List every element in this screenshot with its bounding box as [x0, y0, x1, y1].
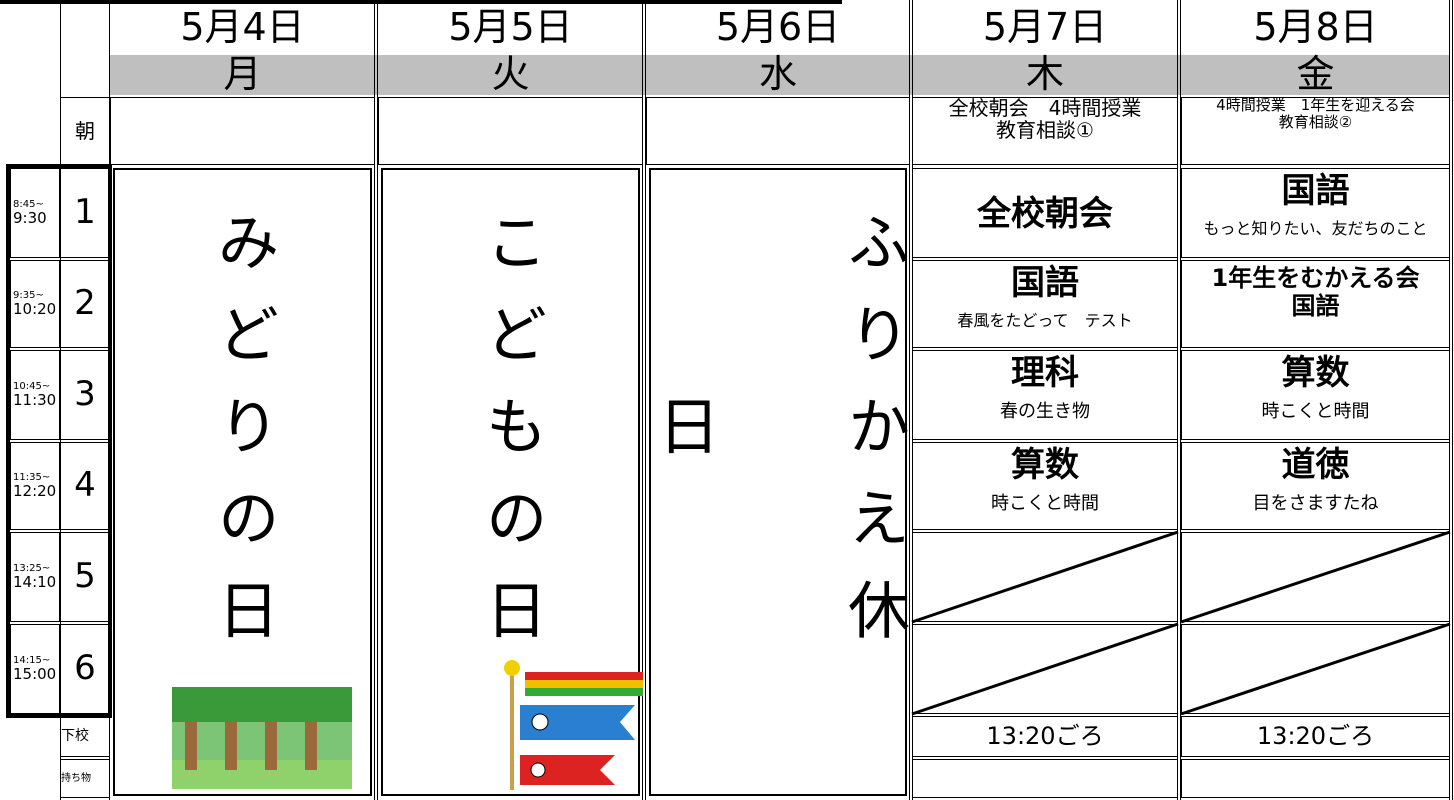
- lesson-subject: 算数: [1281, 353, 1350, 393]
- end-time: 10:20: [13, 300, 57, 319]
- lesson-subject: 算数: [1011, 445, 1079, 485]
- period-number: 4: [60, 442, 110, 530]
- lesson-cell: 国語もっと知りたい、友だちのこと: [1181, 168, 1450, 258]
- period-time: 14:15~ 15:00: [10, 624, 60, 714]
- end-time: 15:00: [13, 665, 57, 684]
- period-time: 8:45~ 9:30: [10, 168, 60, 258]
- day-date: 5月6日: [715, 5, 841, 49]
- lesson-cell: 全校朝会: [912, 168, 1178, 258]
- lesson-note: もっと知りたい、友だちのこと: [1203, 219, 1428, 239]
- lesson-subject: 国語: [1281, 171, 1350, 211]
- top-bar: [0, 0, 842, 4]
- holiday-box: [649, 168, 907, 796]
- morning-line: 教育相談②: [1278, 112, 1353, 131]
- morning-label: 朝: [60, 97, 110, 165]
- morning-cell: [646, 97, 910, 165]
- lesson-subject: 国語: [1011, 263, 1079, 303]
- morning-line: 教育相談①: [996, 118, 1094, 142]
- column-border: [642, 0, 646, 800]
- holiday-vertical: みどりの日: [206, 210, 280, 670]
- lesson-cell: [912, 532, 1178, 622]
- lesson-cell: 算数 時こくと時間: [1181, 350, 1450, 440]
- lesson-note: 春の生き物: [1000, 401, 1090, 423]
- lesson-subject: 1年生をむかえる会: [1211, 264, 1420, 292]
- lesson-note: 目をさますたね: [1252, 493, 1379, 515]
- morning-cell: [912, 97, 1178, 165]
- day-date: 5月7日: [982, 5, 1108, 49]
- lesson-cell: [912, 624, 1178, 714]
- weekday: 水: [758, 52, 797, 96]
- period-number: 2: [60, 260, 110, 348]
- lesson-note: 国語: [1291, 292, 1340, 321]
- weekday: 金: [1296, 52, 1335, 96]
- belongings-label: 持ち物: [60, 759, 110, 798]
- morning-cell: [1181, 97, 1450, 165]
- holiday-vertical: こどもの日: [474, 210, 548, 670]
- holiday-vertical: ふりかえ休日: [647, 210, 910, 670]
- weekday: 木: [1025, 52, 1064, 96]
- period-number: 6: [60, 624, 110, 714]
- period-number: 1: [60, 168, 110, 258]
- morning-cell: [110, 97, 375, 165]
- morning-content: 4時間授業 1年生を迎える会 教育相談②: [1181, 97, 1450, 165]
- period-time: 10:45~ 11:30: [10, 350, 60, 440]
- end-time: 11:30: [13, 391, 57, 410]
- lesson-cell: [1181, 532, 1450, 622]
- morning-line: 4時間授業 1年生を迎える会: [1216, 96, 1415, 114]
- morning-cell: [378, 97, 643, 165]
- lesson-note: 春風をたどって テスト: [957, 311, 1133, 331]
- lesson-note: 時こくと時間: [1261, 401, 1370, 423]
- lesson-cell: 国語春風をたどって テスト: [912, 260, 1178, 348]
- period-number: 5: [60, 532, 110, 622]
- holiday-box: [381, 168, 640, 796]
- day-date: 5月4日: [180, 5, 305, 49]
- lesson-cell: 算数 時こくと時間: [912, 442, 1178, 530]
- weekday: 火: [491, 52, 530, 96]
- lesson-subject: 理科: [1011, 353, 1079, 393]
- holiday-text: みどりの日: [110, 190, 375, 690]
- belongings-cell: [1181, 759, 1450, 798]
- end-time: 14:10: [13, 573, 57, 592]
- holiday-box: [113, 168, 372, 796]
- period-time: 9:35~ 10:20: [10, 260, 60, 348]
- period-time: 13:25~ 14:10: [10, 532, 60, 622]
- lesson-cell: 道徳 目をさますたね: [1181, 442, 1450, 530]
- end-time: 12:20: [13, 482, 57, 501]
- weekday: 月: [223, 52, 262, 96]
- column-border: [374, 0, 378, 800]
- period-number: 3: [60, 350, 110, 440]
- morning-content: 全校朝会 4時間授業 教育相談①: [912, 97, 1178, 165]
- period-time: 11:35~ 12:20: [10, 442, 60, 530]
- day-date: 5月5日: [448, 5, 573, 49]
- lesson-cell: [1181, 624, 1450, 714]
- lesson-subject: 道徳: [1281, 445, 1350, 485]
- dismissal-cell: 13:20ごろ: [1181, 716, 1450, 757]
- holiday-text: ふりかえ休日: [646, 190, 910, 690]
- morning-line: 全校朝会 4時間授業: [948, 96, 1142, 120]
- day-date: 5月8日: [1253, 5, 1378, 49]
- lesson-cell: 1年生をむかえる会 国語: [1181, 260, 1450, 348]
- header-gray-band: [110, 55, 1450, 95]
- lesson-cell: 理科 春の生き物: [912, 350, 1178, 440]
- lesson-subject: 全校朝会: [977, 194, 1113, 235]
- dismissal-cell: 13:20ごろ: [912, 716, 1178, 757]
- end-time: 9:30: [13, 209, 47, 228]
- lesson-note: 時こくと時間: [991, 493, 1099, 515]
- dismissal-label: 下校: [60, 716, 110, 757]
- holiday-text: こどもの日: [378, 190, 643, 690]
- belongings-cell: [912, 759, 1178, 798]
